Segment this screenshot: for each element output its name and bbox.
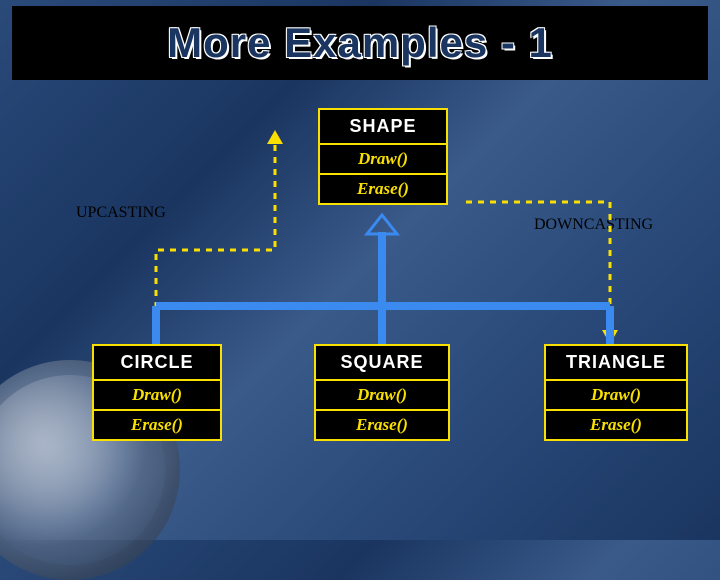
class-square-method-1: Erase() — [316, 409, 448, 439]
class-shape-method-0: Draw() — [320, 143, 446, 173]
class-square-method-0: Draw() — [316, 379, 448, 409]
upcasting-label: UPCASTING — [76, 204, 166, 222]
class-triangle-name: TRIANGLE — [546, 346, 686, 379]
class-square: SQUARE Draw() Erase() — [314, 344, 450, 441]
class-shape-name: SHAPE — [320, 110, 446, 143]
class-circle-method-0: Draw() — [94, 379, 220, 409]
class-circle: CIRCLE Draw() Erase() — [92, 344, 222, 441]
downcasting-label: DOWNCASTING — [534, 216, 653, 234]
page-title: More Examples - 1 — [167, 19, 553, 67]
class-square-name: SQUARE — [316, 346, 448, 379]
class-triangle: TRIANGLE Draw() Erase() — [544, 344, 688, 441]
class-shape-method-1: Erase() — [320, 173, 446, 203]
class-triangle-method-0: Draw() — [546, 379, 686, 409]
class-triangle-method-1: Erase() — [546, 409, 686, 439]
class-shape: SHAPE Draw() Erase() — [318, 108, 448, 205]
title-bar: More Examples - 1 — [12, 6, 708, 80]
class-circle-name: CIRCLE — [94, 346, 220, 379]
class-circle-method-1: Erase() — [94, 409, 220, 439]
